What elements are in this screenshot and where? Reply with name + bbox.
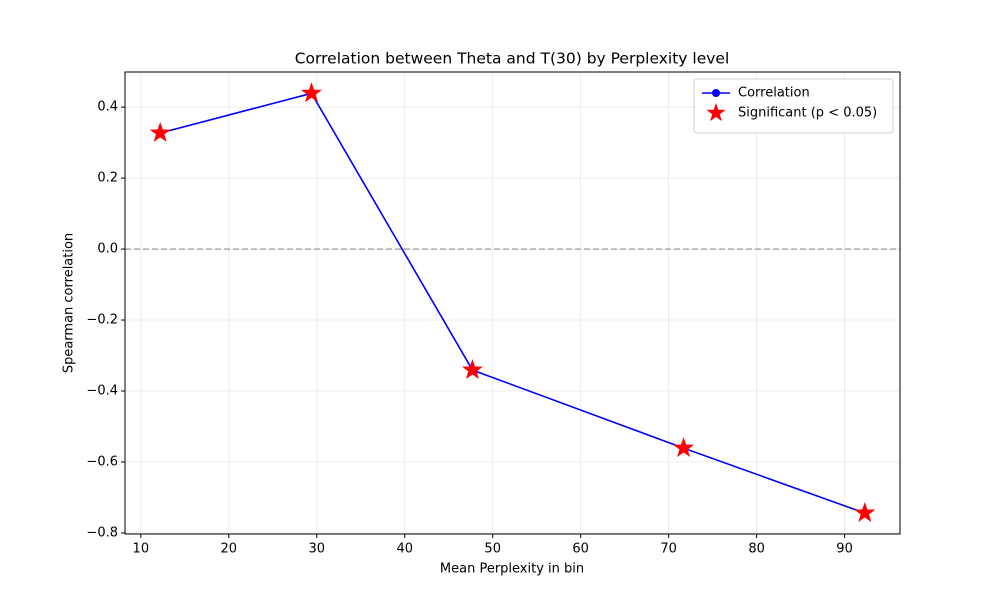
chart-title: Correlation between Theta and T(30) by P… (295, 50, 730, 68)
x-tick-label: 10 (133, 542, 150, 557)
x-tick-label: 90 (836, 542, 853, 557)
x-tick-label: 40 (396, 542, 413, 557)
x-tick-label: 50 (484, 542, 501, 557)
y-tick-label: 0.0 (97, 242, 118, 257)
x-tick-label: 30 (308, 542, 325, 557)
legend-marker (712, 89, 720, 97)
y-tick-label: 0.2 (97, 171, 118, 186)
legend-marker (706, 103, 726, 122)
data-point (301, 82, 322, 103)
data-point (854, 502, 876, 522)
data-point (462, 359, 483, 379)
y-axis-label: Spearman correlation (62, 233, 77, 373)
x-tick-label: 70 (660, 542, 677, 557)
y-tick-label: 0.4 (97, 100, 118, 115)
x-axis-label: Mean Perplexity in bin (440, 562, 584, 577)
x-tick-label: 20 (221, 542, 238, 557)
y-tick-label: −0.8 (86, 525, 118, 540)
plot-frame (124, 71, 901, 535)
x-tick-label: 60 (572, 542, 589, 557)
legend-label: Significant (p < 0.05) (738, 106, 877, 121)
legend-box (693, 78, 894, 134)
data-point (673, 437, 695, 458)
y-tick-label: −0.6 (86, 454, 118, 469)
y-tick-label: −0.2 (86, 313, 118, 328)
x-tick-label: 80 (748, 542, 765, 557)
y-tick-label: −0.4 (86, 384, 118, 399)
legend-label: Correlation (738, 86, 810, 101)
data-point (149, 122, 171, 142)
